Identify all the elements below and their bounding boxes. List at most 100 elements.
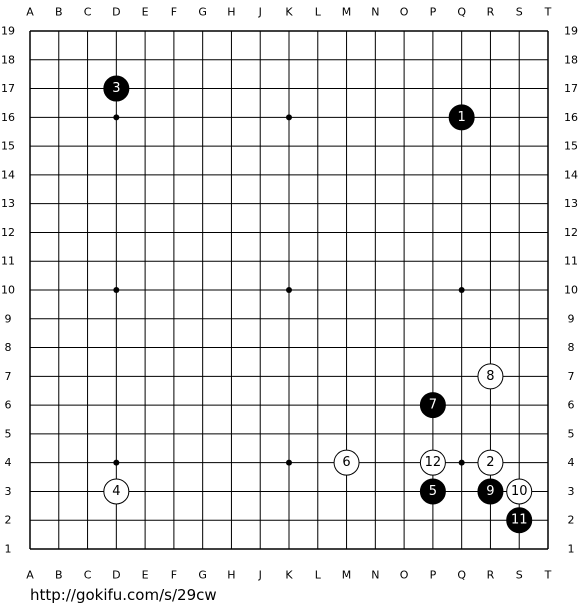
column-label: P — [430, 6, 437, 19]
stone — [448, 104, 475, 131]
column-label: H — [227, 569, 235, 582]
column-label: H — [227, 6, 235, 19]
column-label: O — [400, 569, 409, 582]
column-label: L — [315, 6, 322, 19]
star-point — [113, 459, 120, 466]
row-label: 9 — [568, 312, 575, 325]
column-label: J — [258, 6, 262, 19]
move-number: 2 — [486, 455, 494, 470]
column-label: S — [516, 569, 523, 582]
move-number: 10 — [511, 484, 528, 499]
move-number: 1 — [458, 110, 466, 125]
move-number: 7 — [429, 398, 437, 413]
row-label: 10 — [564, 284, 578, 297]
column-label: F — [171, 569, 177, 582]
row-label: 16 — [1, 111, 15, 124]
row-label: 4 — [568, 456, 575, 469]
row-label: 16 — [564, 111, 578, 124]
column-label: M — [342, 6, 352, 19]
column-label: T — [544, 6, 552, 19]
column-label: K — [285, 569, 293, 582]
star-point — [286, 114, 292, 121]
column-label: R — [487, 569, 495, 582]
row-label: 14 — [564, 168, 578, 181]
star-point — [458, 459, 465, 466]
column-label: C — [84, 569, 92, 582]
column-label: S — [516, 6, 523, 19]
move-number: 4 — [112, 484, 120, 499]
row-label: 9 — [5, 312, 12, 325]
column-label: D — [112, 569, 120, 582]
row-label: 17 — [564, 82, 578, 95]
row-label: 7 — [5, 370, 12, 383]
row-label: 19 — [564, 25, 578, 38]
column-label: K — [285, 6, 293, 19]
row-label: 4 — [5, 456, 12, 469]
row-label: 7 — [568, 370, 575, 383]
column-label: M — [342, 569, 352, 582]
column-label: T — [544, 569, 552, 582]
stone — [477, 363, 504, 390]
row-label: 10 — [1, 284, 15, 297]
row-label: 12 — [1, 226, 15, 239]
star-point — [113, 114, 120, 121]
column-label: P — [430, 569, 437, 582]
stone — [506, 478, 533, 505]
column-label: B — [55, 6, 63, 19]
column-label: A — [26, 569, 34, 582]
row-label: 13 — [564, 197, 578, 210]
column-label: Q — [457, 6, 466, 19]
column-label: R — [487, 6, 495, 19]
stone — [477, 449, 504, 476]
row-label: 1 — [568, 543, 575, 556]
row-label: 15 — [1, 140, 15, 153]
column-label: B — [55, 569, 63, 582]
column-label: Q — [457, 569, 466, 582]
row-label: 12 — [564, 226, 578, 239]
row-label: 6 — [568, 399, 575, 412]
row-label: 6 — [5, 399, 12, 412]
column-label: N — [371, 569, 379, 582]
stone — [419, 449, 446, 476]
column-label: G — [198, 569, 207, 582]
stone — [103, 75, 130, 102]
source-url: http://gokifu.com/s/29cw — [30, 586, 217, 604]
column-label: G — [198, 6, 207, 19]
row-label: 19 — [1, 25, 15, 38]
column-label: A — [26, 6, 34, 19]
stone — [419, 478, 446, 505]
row-label: 3 — [5, 485, 12, 498]
move-number: 12 — [425, 455, 442, 470]
row-label: 17 — [1, 82, 15, 95]
stone — [333, 449, 360, 476]
star-point — [113, 287, 120, 293]
row-label: 15 — [564, 140, 578, 153]
column-label: E — [142, 569, 149, 582]
stone — [419, 392, 446, 419]
column-label: L — [315, 569, 322, 582]
stone — [477, 478, 504, 505]
star-point — [286, 287, 292, 293]
column-label: E — [142, 6, 149, 19]
star-point — [286, 459, 292, 466]
column-label: J — [258, 569, 262, 582]
row-label: 11 — [1, 255, 15, 268]
move-number: 8 — [486, 369, 494, 384]
move-number: 11 — [511, 513, 528, 528]
column-label: D — [112, 6, 120, 19]
row-label: 11 — [564, 255, 578, 268]
row-label: 5 — [5, 427, 12, 440]
row-label: 8 — [568, 341, 575, 354]
stone — [103, 478, 130, 505]
row-label: 2 — [5, 514, 12, 527]
column-label: N — [371, 6, 379, 19]
column-label: F — [171, 6, 177, 19]
row-label: 14 — [1, 168, 15, 181]
row-label: 18 — [564, 53, 578, 66]
star-point — [458, 287, 465, 293]
column-label: O — [400, 6, 409, 19]
row-label: 5 — [568, 427, 575, 440]
move-number: 9 — [486, 484, 494, 499]
